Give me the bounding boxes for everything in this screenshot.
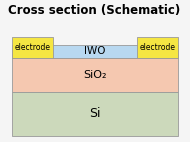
Text: IWO: IWO: [84, 46, 106, 56]
Bar: [137, 37, 178, 58]
Text: SiO₂: SiO₂: [83, 70, 107, 80]
Bar: [12, 58, 178, 92]
Text: electrode: electrode: [139, 43, 175, 52]
Bar: [12, 45, 178, 58]
Text: electrode: electrode: [15, 43, 51, 52]
Text: Si: Si: [89, 107, 101, 120]
Text: Cross section (Schematic): Cross section (Schematic): [8, 4, 180, 17]
Bar: [12, 37, 53, 58]
Bar: [12, 92, 178, 136]
